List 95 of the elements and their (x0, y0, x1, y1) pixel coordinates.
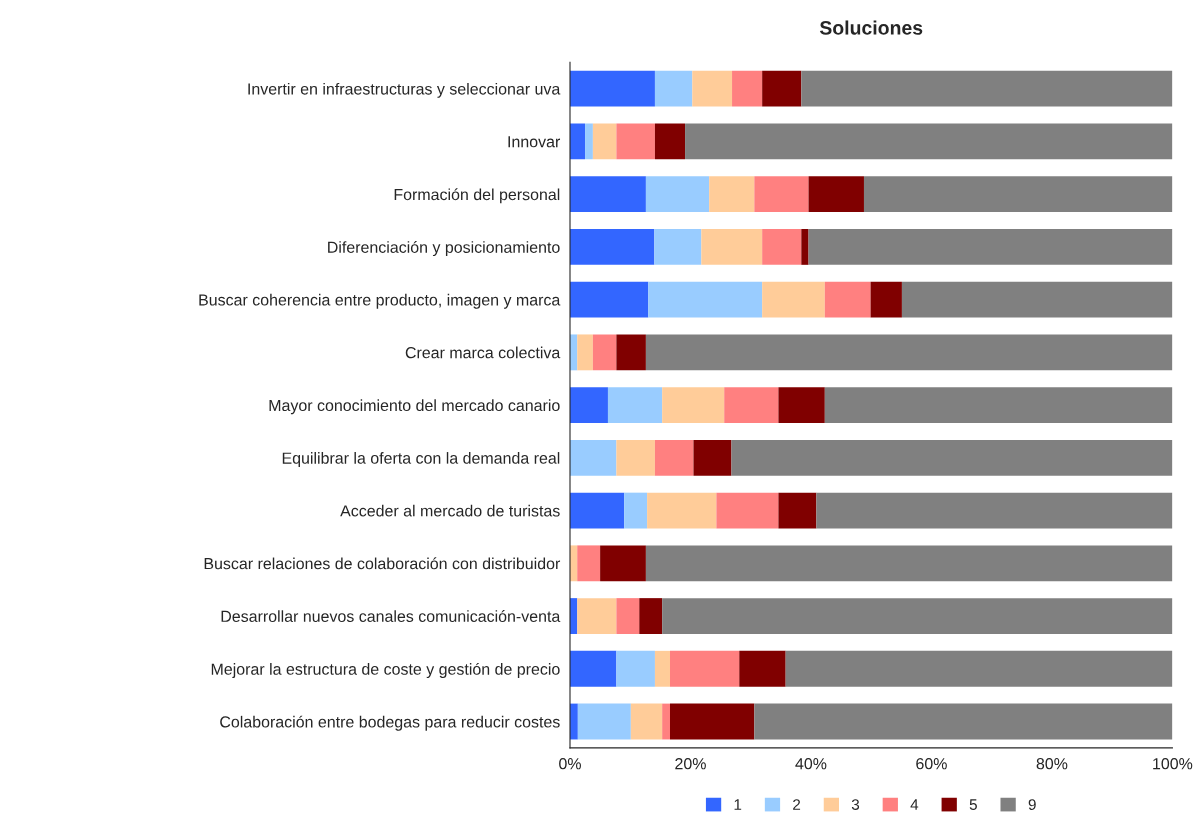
bar (577, 703, 631, 740)
y-tick-label: Diferenciación y posicionamiento (328, 241, 560, 257)
bar (824, 281, 871, 318)
chart-title: Soluciones (819, 20, 923, 35)
bar (754, 703, 1173, 740)
bar (639, 598, 663, 634)
bar (778, 387, 825, 424)
bar (616, 123, 655, 160)
bar (600, 545, 646, 582)
bar (607, 387, 663, 424)
y-tick-label: Mejorar la estructura de coste y gestión de precio (211, 662, 560, 678)
legend-label: 1 (734, 799, 742, 810)
bar (616, 650, 655, 687)
bar (647, 492, 717, 529)
bar (716, 492, 779, 529)
bar (662, 598, 1173, 634)
bar (585, 123, 593, 160)
bar (570, 650, 617, 687)
bar (739, 650, 786, 687)
bar (645, 545, 1173, 582)
bar (762, 281, 825, 318)
bar (570, 70, 655, 107)
bar (824, 387, 1173, 424)
y-tick-label: Desarrollar nuevos canales comunicación-venta (221, 610, 561, 622)
bar (685, 123, 1173, 160)
y-tick-label: Colaboración entre bodegas para reducir costes (220, 715, 560, 731)
bar (816, 492, 1173, 529)
bar (570, 176, 646, 213)
bar (870, 281, 902, 318)
bar (808, 176, 864, 213)
legend-label: 2 (793, 799, 801, 810)
y-tick-label: Innovar (508, 136, 561, 148)
bar (577, 598, 617, 634)
bar (654, 70, 693, 107)
bar (762, 70, 802, 107)
y-tick-label: Buscar relaciones de colaboración con distribuidor (204, 557, 561, 570)
y-tick-label: Formación del personal (394, 188, 560, 204)
bar (630, 703, 663, 740)
y-tick-label: Invertir en infraestructuras y seleccionar uva (248, 82, 561, 98)
bar (616, 439, 655, 476)
bar (624, 492, 648, 529)
bar (901, 281, 1173, 318)
x-tick-label: 20% (675, 758, 706, 770)
bar (648, 281, 763, 318)
x-tick-label: 80% (1036, 758, 1068, 770)
bar (616, 598, 640, 634)
bar (762, 228, 802, 265)
bar (808, 228, 1173, 265)
bar (570, 281, 649, 318)
bar (592, 334, 617, 371)
y-tick-label: Crear marca colectiva (405, 346, 561, 359)
y-tick-label: Mayor conocimiento del mercado canario (269, 399, 560, 415)
bar (693, 439, 732, 476)
bar (570, 439, 617, 476)
x-tick-label: 0% (559, 758, 581, 770)
bar (670, 650, 740, 687)
bar (801, 228, 809, 265)
bar (570, 492, 625, 529)
legend-label: 9 (1028, 799, 1036, 810)
bar (732, 70, 763, 107)
y-tick-label: Acceder al mercado de turistas (340, 504, 560, 517)
bar (785, 650, 1173, 687)
bar (724, 387, 779, 424)
legend-label: 3 (851, 799, 860, 810)
bar (645, 334, 1173, 371)
bar (592, 123, 617, 160)
bar (754, 176, 809, 213)
bar (654, 228, 702, 265)
bar (577, 545, 601, 582)
y-tick-label: Equilibrar la oferta con la demanda real (282, 452, 560, 467)
bar (654, 650, 670, 687)
bar (692, 70, 733, 107)
x-tick-label: 60% (916, 758, 947, 770)
bar (654, 439, 694, 476)
bar (731, 439, 1173, 476)
bar (863, 176, 1173, 213)
bar (616, 334, 646, 371)
x-tick-label: 100% (1153, 758, 1193, 770)
bar (577, 334, 593, 371)
bar (662, 387, 725, 424)
bar (570, 387, 608, 424)
bar (709, 176, 755, 213)
bar (570, 123, 586, 160)
bar (645, 176, 710, 213)
x-tick-label: 40% (795, 758, 827, 770)
bar (662, 703, 670, 740)
legend-label: 5 (969, 799, 977, 810)
bar (801, 70, 1173, 107)
bar (570, 228, 655, 265)
y-tick-label: Buscar coherencia entre producto, imagen y marca (199, 293, 561, 309)
legend-label: 4 (910, 799, 919, 810)
bar (701, 228, 763, 265)
bar (670, 703, 755, 740)
bar (654, 123, 686, 160)
bar (778, 492, 817, 529)
